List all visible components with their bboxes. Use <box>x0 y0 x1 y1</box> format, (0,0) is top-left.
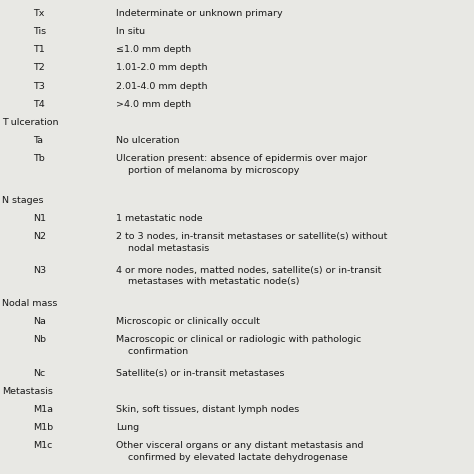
Text: Nodal mass: Nodal mass <box>2 299 58 308</box>
Text: Skin, soft tissues, distant lymph nodes: Skin, soft tissues, distant lymph nodes <box>116 405 300 414</box>
Text: Metastasis: Metastasis <box>2 387 53 396</box>
Text: 2.01-4.0 mm depth: 2.01-4.0 mm depth <box>116 82 208 91</box>
Text: Tis: Tis <box>33 27 46 36</box>
Text: T2: T2 <box>33 64 45 73</box>
Text: Microscopic or clinically occult: Microscopic or clinically occult <box>116 317 260 326</box>
Text: >4.0 mm depth: >4.0 mm depth <box>116 100 191 109</box>
Text: Indeterminate or unknown primary: Indeterminate or unknown primary <box>116 9 283 18</box>
Text: T ulceration: T ulceration <box>2 118 59 127</box>
Text: ≤1.0 mm depth: ≤1.0 mm depth <box>116 46 191 55</box>
Text: Other visceral organs or any distant metastasis and
    confirmed by elevated la: Other visceral organs or any distant met… <box>116 441 364 462</box>
Text: 4 or more nodes, matted nodes, satellite(s) or in-transit
    metastases with me: 4 or more nodes, matted nodes, satellite… <box>116 265 382 286</box>
Text: N3: N3 <box>33 265 46 274</box>
Text: N stages: N stages <box>2 196 44 205</box>
Text: Tb: Tb <box>33 154 45 163</box>
Text: T3: T3 <box>33 82 45 91</box>
Text: Satellite(s) or in-transit metastases: Satellite(s) or in-transit metastases <box>116 369 284 378</box>
Text: N1: N1 <box>33 214 46 223</box>
Text: M1c: M1c <box>33 441 53 450</box>
Text: T4: T4 <box>33 100 45 109</box>
Text: 2 to 3 nodes, in-transit metastases or satellite(s) without
    nodal metastasis: 2 to 3 nodes, in-transit metastases or s… <box>116 232 388 253</box>
Text: Na: Na <box>33 317 46 326</box>
Text: N2: N2 <box>33 232 46 241</box>
Text: Tx: Tx <box>33 9 45 18</box>
Text: 1 metastatic node: 1 metastatic node <box>116 214 203 223</box>
Text: M1b: M1b <box>33 423 53 432</box>
Text: Nb: Nb <box>33 336 46 345</box>
Text: Ulceration present: absence of epidermis over major
    portion of melanoma by m: Ulceration present: absence of epidermis… <box>116 154 367 174</box>
Text: M1a: M1a <box>33 405 53 414</box>
Text: Macroscopic or clinical or radiologic with pathologic
    confirmation: Macroscopic or clinical or radiologic wi… <box>116 336 361 356</box>
Text: Nc: Nc <box>33 369 46 378</box>
Text: T1: T1 <box>33 46 45 55</box>
Text: Lung: Lung <box>116 423 139 432</box>
Text: No ulceration: No ulceration <box>116 136 180 145</box>
Text: In situ: In situ <box>116 27 145 36</box>
Text: Ta: Ta <box>33 136 43 145</box>
Text: 1.01-2.0 mm depth: 1.01-2.0 mm depth <box>116 64 208 73</box>
